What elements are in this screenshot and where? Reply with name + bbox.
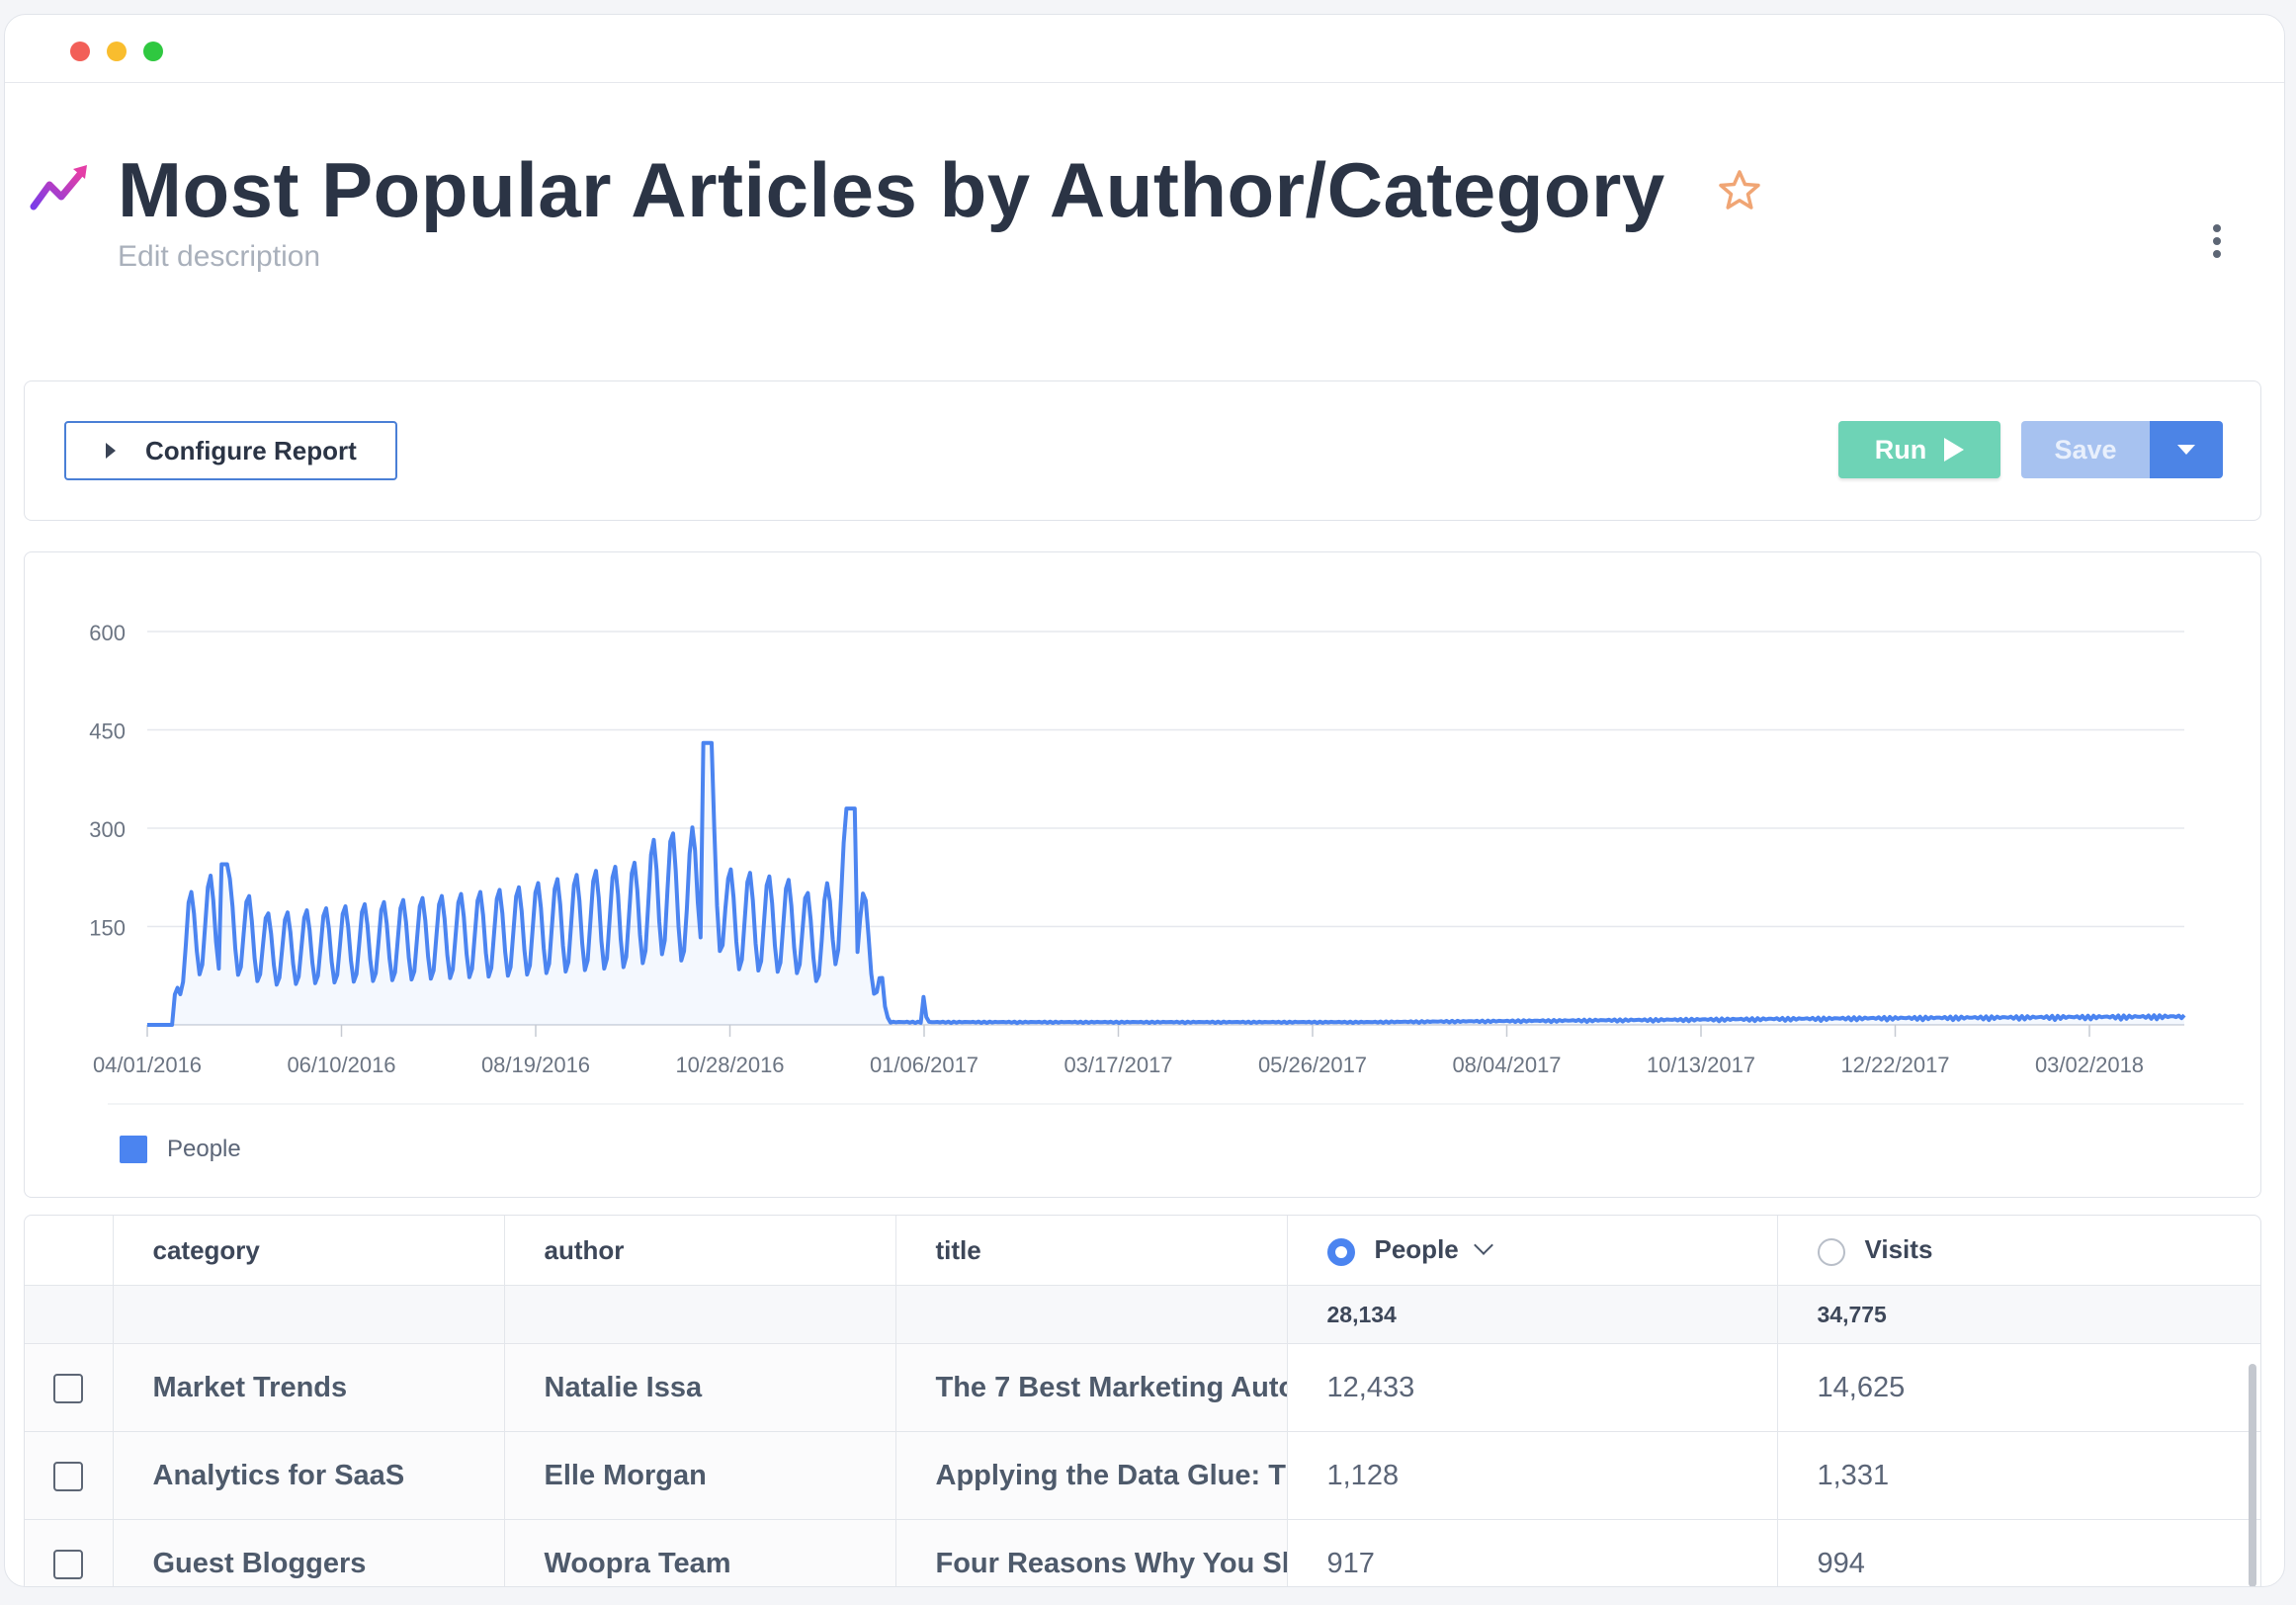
trend-icon — [30, 165, 87, 211]
table-row[interactable]: Market Trends Natalie Issa The 7 Best Ma… — [25, 1343, 2260, 1432]
column-header-category[interactable]: category — [113, 1216, 505, 1286]
people-metric-radio[interactable] — [1326, 1237, 1355, 1266]
cell-category: Analytics for SaaS — [113, 1431, 505, 1520]
configure-report-label: Configure Report — [145, 435, 357, 465]
more-options-icon[interactable] — [2205, 220, 2229, 264]
table-row[interactable]: Guest Bloggers Woopra Team Four Reasons … — [25, 1519, 2260, 1586]
column-header-people[interactable]: People — [1287, 1216, 1778, 1286]
row-checkbox-cell — [25, 1343, 114, 1432]
results-table-panel: category author title People Visits 28,1 — [24, 1215, 2261, 1586]
people-header-label: People — [1374, 1234, 1459, 1265]
minimize-window-button[interactable] — [107, 42, 127, 61]
totals-spacer — [25, 1285, 114, 1344]
cell-author: Woopra Team — [504, 1519, 896, 1586]
row-checkbox-cell — [25, 1519, 114, 1586]
cell-visits: 1,331 — [1777, 1431, 2260, 1520]
configure-report-button[interactable]: Configure Report — [64, 421, 397, 480]
legend-swatch-people — [120, 1136, 147, 1163]
cell-title: The 7 Best Marketing Automation Tools — [895, 1343, 1288, 1432]
cell-people: 12,433 — [1287, 1343, 1778, 1432]
configure-panel: Configure Report Run Save — [24, 380, 2261, 521]
maximize-window-button[interactable] — [143, 42, 163, 61]
row-checkbox[interactable] — [53, 1549, 84, 1579]
report-header: Most Popular Articles by Author/Category… — [5, 82, 2284, 379]
x-tick-label: 05/26/2017 — [1258, 1053, 1367, 1077]
table-scrollbar[interactable] — [2249, 1364, 2256, 1586]
results-table: category author title People Visits 28,1 — [25, 1216, 2260, 1586]
cell-category: Guest Bloggers — [113, 1519, 505, 1586]
x-tick-label: 08/04/2017 — [1452, 1053, 1561, 1077]
x-tick-label: 04/01/2016 — [93, 1053, 202, 1077]
column-header-author[interactable]: author — [504, 1216, 896, 1286]
cell-title: Applying the Data Glue: The Customer Jou… — [895, 1431, 1288, 1520]
cell-visits: 14,625 — [1777, 1343, 2260, 1432]
people-line-chart: 600 450 300 150 04/01/2016 06/10/2016 08/19/20… — [89, 621, 2244, 1105]
save-options-dropdown[interactable] — [2150, 421, 2223, 478]
series-area-people — [147, 742, 2184, 1025]
row-checkbox[interactable] — [53, 1373, 84, 1403]
run-button[interactable]: Run — [1838, 421, 2000, 478]
favorite-star-icon[interactable] — [1716, 167, 1763, 214]
cell-visits: 994 — [1777, 1519, 2260, 1586]
page-title: Most Popular Articles by Author/Category — [118, 146, 1665, 233]
column-header-visits[interactable]: Visits — [1777, 1216, 2260, 1286]
chart-legend[interactable]: People — [120, 1136, 241, 1163]
chart-panel: 600 450 300 150 04/01/2016 06/10/2016 08/19/20… — [24, 551, 2261, 1198]
x-tick-label: 08/19/2016 — [481, 1053, 590, 1077]
cell-author: Natalie Issa — [504, 1343, 896, 1432]
edit-description-link[interactable]: Edit description — [118, 240, 321, 273]
legend-label-people: People — [167, 1136, 241, 1162]
x-tick-label: 06/10/2016 — [287, 1053, 395, 1077]
totals-spacer — [113, 1285, 505, 1344]
y-tick-label: 300 — [89, 817, 126, 842]
caret-down-icon — [2177, 445, 2195, 455]
run-label: Run — [1874, 434, 1927, 465]
x-tick-label: 10/28/2016 — [675, 1053, 784, 1077]
totals-spacer — [895, 1285, 1288, 1344]
total-people: 28,134 — [1287, 1285, 1778, 1344]
totals-spacer — [504, 1285, 896, 1344]
cell-author: Elle Morgan — [504, 1431, 896, 1520]
visits-header-label: Visits — [1864, 1234, 1933, 1265]
play-icon — [1944, 438, 1965, 462]
x-tick-label: 10/13/2017 — [1647, 1053, 1755, 1077]
y-tick-label: 150 — [89, 916, 126, 941]
window-titlebar — [5, 15, 2284, 83]
column-header-title[interactable]: title — [895, 1216, 1288, 1286]
cell-people: 1,128 — [1287, 1431, 1778, 1520]
cell-title: Four Reasons Why You Should Track Your C… — [895, 1519, 1288, 1586]
row-checkbox-cell — [25, 1431, 114, 1520]
x-tick-label: 01/06/2017 — [870, 1053, 978, 1077]
total-visits: 34,775 — [1777, 1285, 2260, 1344]
cell-people: 917 — [1287, 1519, 1778, 1586]
cell-category: Market Trends — [113, 1343, 505, 1432]
sort-chevron-down-icon[interactable] — [1473, 1235, 1493, 1256]
x-tick-label: 03/02/2018 — [2035, 1053, 2144, 1077]
row-checkbox[interactable] — [53, 1461, 84, 1491]
y-tick-label: 600 — [89, 621, 126, 645]
visits-metric-radio[interactable] — [1817, 1237, 1845, 1266]
save-label: Save — [2054, 434, 2117, 465]
save-button[interactable]: Save — [2021, 421, 2150, 478]
table-row[interactable]: Analytics for SaaS Elle Morgan Applying … — [25, 1431, 2260, 1520]
x-tick-label: 12/22/2017 — [1840, 1053, 1949, 1077]
x-tick-label: 03/17/2017 — [1063, 1053, 1172, 1077]
close-window-button[interactable] — [70, 42, 90, 61]
app-window: Most Popular Articles by Author/Category… — [4, 14, 2285, 1587]
caret-right-icon — [106, 443, 116, 459]
y-tick-label: 450 — [89, 719, 126, 744]
select-column-header — [25, 1216, 114, 1286]
series-line-people — [147, 740, 2186, 1027]
